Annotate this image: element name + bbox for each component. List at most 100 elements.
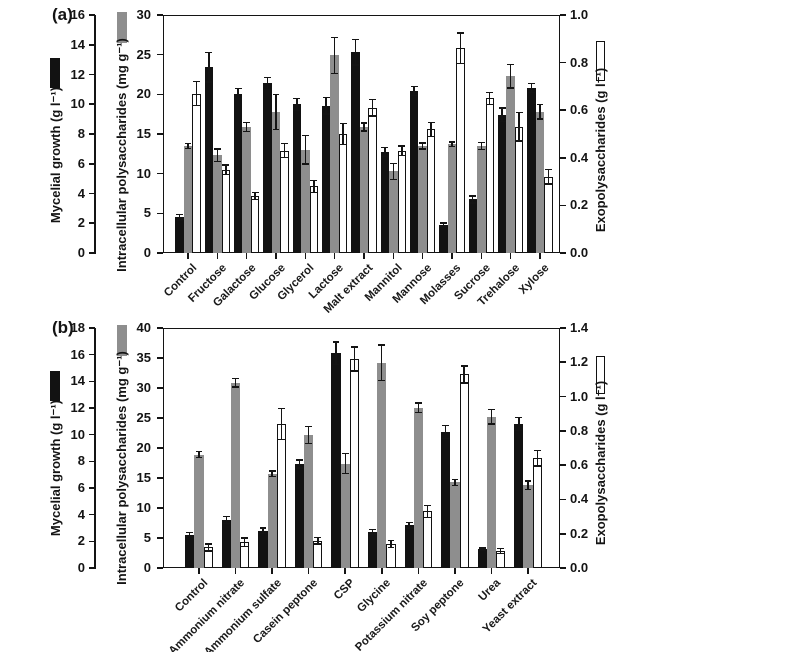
error-bar-line <box>421 142 424 150</box>
exopolysaccharide-axis-tick <box>560 464 566 466</box>
error-bar-cap-bottom <box>427 135 435 138</box>
error-bar-line <box>430 122 432 137</box>
exopolysaccharide-axis-tick <box>560 395 566 398</box>
error-bar-cap-top <box>488 409 495 411</box>
error-bar-cap-top <box>232 377 239 379</box>
error-bar-cap-bottom <box>515 140 523 142</box>
error-bar-line <box>530 83 533 93</box>
error-bar-cap-bottom <box>184 147 192 150</box>
error-bar-cap-bottom <box>488 423 495 425</box>
mycelial-growth-bar <box>439 224 448 253</box>
category-axis-tick <box>490 568 493 574</box>
intracellular-polysaccharides-axis-title: Intracellular polysaccharides (mg g⁻¹) <box>114 351 129 585</box>
category-axis-tick <box>539 253 541 259</box>
intracellular-polysaccharide-bar <box>242 126 251 253</box>
error-bar-cap-bottom <box>234 98 242 100</box>
error-bar-cap-top <box>241 537 249 539</box>
exopolysaccharide-bar <box>192 93 201 253</box>
mycelial-axis-tick-label: 18 <box>70 320 85 335</box>
error-bar-cap-top <box>293 97 301 100</box>
category-axis-tick <box>344 568 347 574</box>
mycelial-axis-tick <box>89 487 95 489</box>
error-bar-line <box>304 135 306 165</box>
error-bar-cap-bottom <box>533 465 541 467</box>
category-axis-tick <box>198 568 200 574</box>
error-bar-cap-top <box>360 122 368 124</box>
intracellular-axis-tick-label: 30 <box>136 7 151 22</box>
error-bar-cap-bottom <box>424 516 431 519</box>
error-bar-line <box>189 532 191 537</box>
exopolysaccharide-axis-tick <box>560 14 566 16</box>
mycelial-axis-tick <box>89 353 95 356</box>
mycelial-axis-tick-label: 0 <box>77 560 85 575</box>
intracellular-axis-tick <box>157 387 163 389</box>
error-bar-cap-top <box>305 425 313 428</box>
error-bar-line <box>187 143 189 149</box>
mycelial-axis-tick <box>89 222 95 225</box>
category-axis-tick <box>363 253 365 259</box>
intracellular-polysaccharide-bar <box>450 482 460 568</box>
error-bar-cap-top <box>533 449 541 452</box>
mycelial-growth-bar <box>468 199 478 253</box>
error-bar-line <box>499 548 502 554</box>
error-bar-cap-top <box>259 527 267 529</box>
error-bar-cap-bottom <box>378 380 386 382</box>
exopolysaccharide-bar <box>309 186 319 253</box>
error-bar-cap-bottom <box>243 130 251 133</box>
intracellular-axis-tick <box>157 357 163 359</box>
mycelial-axis-tick-label: 6 <box>77 480 85 495</box>
intracellular-axis-tick <box>157 477 163 479</box>
error-bar-cap-top <box>387 539 395 542</box>
error-bar-line <box>527 481 529 490</box>
error-bar-cap-top <box>332 341 340 343</box>
intracellular-axis-tick <box>157 417 163 419</box>
exopolysaccharide-bar <box>426 129 436 253</box>
exopolysaccharide-bar <box>280 150 289 253</box>
intracellular-polysaccharide-bar <box>535 111 545 253</box>
exopolysaccharide-legend-swatch <box>596 356 605 394</box>
error-bar-cap-bottom <box>536 118 544 120</box>
error-bar-cap-bottom <box>507 87 515 89</box>
error-bar-line <box>342 123 344 145</box>
exopolysaccharide-bar <box>397 150 407 253</box>
intracellular-polysaccharide-bar <box>377 362 387 568</box>
exopolysaccharide-axis-tick <box>560 252 566 254</box>
mycelial-axis-tick-label: 16 <box>70 346 85 362</box>
exopolysaccharide-axis-tick <box>560 567 566 569</box>
error-bar-cap-bottom <box>305 442 313 444</box>
intracellular-polysaccharide-bar <box>267 473 277 568</box>
error-bar-cap-top <box>352 38 359 41</box>
error-bar-cap-top <box>410 85 418 88</box>
mycelial-axis-tick <box>89 380 95 383</box>
intracellular-polysaccharide-bar <box>506 76 515 253</box>
intracellular-axis-tick <box>157 252 163 254</box>
error-bar-cap-top <box>296 459 303 461</box>
exopolysaccharide-axis-tick-label: 0.4 <box>570 491 589 507</box>
mycelial-axis-tick-label: 4 <box>77 185 85 201</box>
exopolysaccharide-bar <box>276 424 286 568</box>
error-bar-cap-top <box>193 81 200 83</box>
error-bar-cap-top <box>378 344 386 346</box>
exopolysaccharide-bar <box>485 98 495 253</box>
exopolysaccharide-axis-tick-label: 0.4 <box>570 149 589 165</box>
error-bar-cap-top <box>301 134 309 137</box>
error-bar-cap-top <box>310 179 318 182</box>
error-bar-cap-bottom <box>241 545 249 548</box>
error-bar-cap-bottom <box>176 219 183 221</box>
intracellular-axis-tick-label: 20 <box>136 86 151 102</box>
error-bar-cap-bottom <box>301 163 309 165</box>
error-bar-cap-top <box>524 480 532 482</box>
error-bar-cap-top <box>427 121 435 123</box>
exopolysaccharide-bar <box>422 511 433 568</box>
mycelial-axis-tick-label: 10 <box>70 96 85 112</box>
error-bar-cap-top <box>277 407 285 410</box>
error-bar-cap-bottom <box>195 456 203 459</box>
error-bar-cap-bottom <box>410 94 418 97</box>
mycelial-axis-tick <box>89 133 95 135</box>
error-bar-cap-bottom <box>460 382 468 384</box>
error-bar-line <box>313 180 315 193</box>
error-bar-line <box>244 538 246 547</box>
error-bar-cap-top <box>528 82 535 85</box>
error-bar-cap-top <box>205 51 213 53</box>
error-bar-cap-top <box>351 346 358 348</box>
